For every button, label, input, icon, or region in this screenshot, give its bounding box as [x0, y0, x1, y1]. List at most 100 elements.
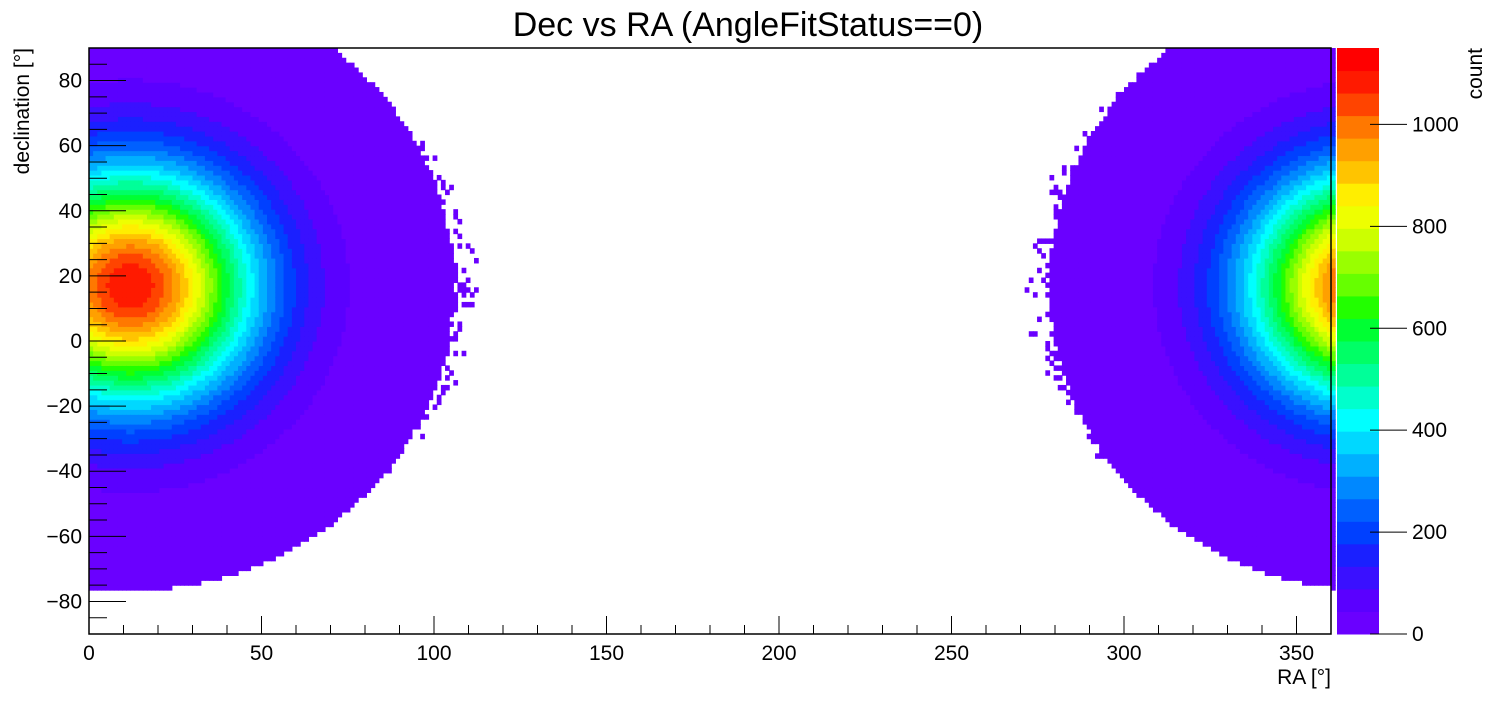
heatmap-cell: [258, 560, 264, 567]
heatmap-cell: [258, 209, 264, 215]
heatmap-cell: [109, 67, 115, 74]
heatmap-cell: [196, 301, 202, 308]
heatmap-cell: [151, 536, 156, 542]
heatmap-cell: [267, 306, 272, 313]
heatmap-cell: [134, 497, 140, 503]
heatmap-cell: [267, 243, 272, 249]
heatmap-cell: [142, 238, 148, 244]
heatmap-cell: [97, 531, 103, 537]
heatmap-cell: [250, 536, 256, 542]
heatmap-cell: [200, 438, 206, 445]
heatmap-cell: [225, 214, 231, 220]
heatmap-cell: [275, 424, 281, 430]
heatmap-cell: [113, 336, 119, 342]
heatmap-cell: [242, 282, 247, 288]
heatmap-cell: [217, 370, 223, 376]
heatmap-cell: [238, 204, 243, 210]
heatmap-cell: [221, 174, 227, 181]
heatmap-cell: [175, 209, 181, 215]
heatmap-cell: [188, 228, 194, 235]
heatmap-cell: [209, 365, 214, 371]
heatmap-cell: [105, 248, 111, 254]
heatmap-cell: [89, 243, 94, 249]
heatmap-cell: [229, 399, 235, 406]
heatmap-cell: [250, 126, 256, 132]
heatmap-cell: [196, 555, 202, 562]
heatmap-cell: [175, 350, 181, 357]
heatmap-cell: [225, 199, 231, 205]
heatmap-cell: [167, 384, 173, 391]
heatmap-cell: [126, 409, 131, 415]
heatmap-cell: [275, 458, 281, 464]
heatmap-cell: [233, 546, 239, 552]
heatmap-cell: [113, 350, 119, 357]
heatmap-cell: [151, 248, 156, 254]
heatmap-cell: [89, 516, 94, 523]
heatmap-cell: [242, 111, 247, 117]
heatmap-cell: [221, 267, 227, 274]
heatmap-cell: [242, 160, 247, 166]
heatmap-cell: [138, 77, 144, 83]
heatmap-cell: [246, 140, 252, 147]
heatmap-cell: [229, 214, 235, 220]
heatmap-cell: [130, 131, 136, 137]
heatmap-cell: [122, 160, 127, 166]
heatmap-cell: [196, 487, 202, 493]
heatmap-cell: [175, 404, 181, 410]
heatmap-cell: [229, 550, 235, 557]
heatmap-cell: [117, 101, 123, 108]
heatmap-cell: [196, 277, 202, 283]
heatmap-cell: [122, 472, 127, 479]
heatmap-cell: [196, 311, 202, 318]
heatmap-cell: [184, 145, 189, 152]
heatmap-cell: [213, 155, 218, 161]
heatmap-cell: [122, 580, 127, 586]
heatmap-cell: [113, 345, 119, 352]
heatmap-cell: [97, 511, 103, 518]
heatmap-cell: [138, 438, 144, 445]
heatmap-cell: [250, 223, 256, 230]
heatmap-cell: [180, 463, 185, 469]
heatmap-cell: [275, 189, 281, 196]
heatmap-cell: [122, 550, 127, 557]
heatmap-cell: [101, 472, 107, 479]
heatmap-cell: [238, 140, 243, 147]
heatmap-cell: [217, 477, 223, 484]
heatmap-cell: [175, 321, 181, 327]
heatmap-cell: [163, 389, 169, 396]
heatmap-cell: [171, 560, 177, 567]
heatmap-cell: [167, 209, 173, 215]
heatmap-cell: [167, 531, 173, 537]
heatmap-cell: [167, 321, 173, 327]
heatmap-cell: [267, 467, 272, 474]
heatmap-cell: [246, 541, 252, 547]
heatmap-cell: [209, 531, 214, 537]
heatmap-cell: [188, 541, 194, 547]
heatmap-cell: [200, 414, 206, 420]
heatmap-cell: [271, 453, 276, 459]
heatmap-cell: [209, 487, 214, 493]
heatmap-cell: [117, 375, 123, 381]
heatmap-cell: [221, 492, 227, 498]
heatmap-cell: [238, 87, 243, 93]
heatmap-cell: [175, 355, 181, 362]
heatmap-cell: [151, 399, 156, 406]
heatmap-cell: [250, 301, 256, 308]
heatmap-cell: [275, 233, 281, 240]
heatmap-cell: [200, 277, 206, 283]
heatmap-cell: [159, 82, 165, 88]
heatmap-cell: [225, 384, 231, 391]
heatmap-cell: [117, 516, 123, 523]
heatmap-cell: [262, 209, 268, 215]
heatmap-cell: [89, 267, 94, 274]
heatmap-cell: [209, 218, 214, 225]
heatmap-cell: [89, 82, 94, 88]
heatmap-cell: [159, 380, 165, 386]
heatmap-cell: [200, 228, 206, 235]
heatmap-cell: [262, 448, 268, 454]
heatmap-cell: [130, 546, 136, 552]
heatmap-cell: [101, 262, 107, 269]
heatmap-cell: [155, 199, 160, 205]
heatmap-cell: [221, 243, 227, 249]
heatmap-cell: [200, 472, 206, 479]
